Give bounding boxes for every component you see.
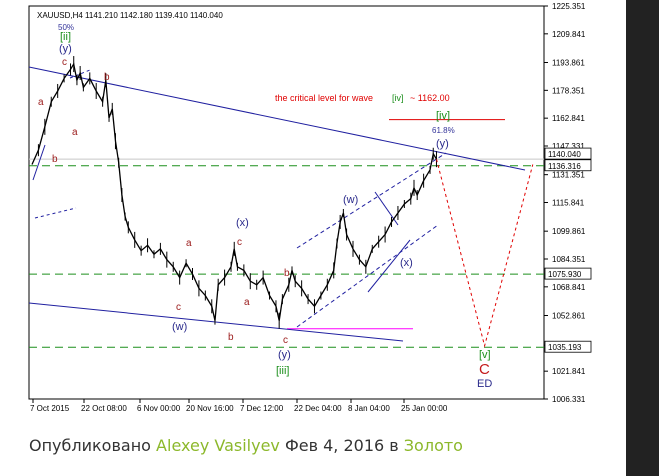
lower-trend-line bbox=[28, 302, 404, 342]
wave-label: a bbox=[38, 97, 44, 108]
y-tick-label: 1209.841 bbox=[552, 30, 586, 39]
y-tick-label: 1006.331 bbox=[552, 395, 586, 404]
x-tick-label: 22 Oct 08:00 bbox=[81, 404, 127, 413]
x-tick-label: 25 Jan 00:00 bbox=[401, 404, 448, 413]
y-tick-label: 1225.351 bbox=[552, 2, 586, 11]
price-box bbox=[544, 340, 592, 353]
wave-label: (y) bbox=[436, 138, 449, 150]
y-tick-label: 1084.351 bbox=[552, 255, 586, 264]
caption-date: Фев 4, 2016 в bbox=[284, 436, 399, 455]
wave-label: C bbox=[479, 361, 490, 378]
wave-label: (x) bbox=[236, 217, 249, 229]
wave-label: a bbox=[244, 297, 250, 308]
price-box-labels: 1136.316 1140.040 1075.930 1035.193 bbox=[544, 147, 592, 353]
wave-label: (y) bbox=[59, 43, 72, 55]
caption-prefix: Опубликовано bbox=[29, 436, 151, 455]
y-tick-label: 1131.351 bbox=[552, 171, 585, 180]
x-tick-label: 6 Nov 00:00 bbox=[137, 404, 181, 413]
price-box bbox=[544, 267, 592, 280]
horizontal-levels bbox=[29, 119, 544, 348]
forecast-path bbox=[436, 159, 534, 348]
post-caption: Опубликовано Alexey Vasilyev Фев 4, 2016… bbox=[29, 436, 463, 455]
price-box bbox=[544, 159, 592, 172]
y-tick-label: 1068.841 bbox=[552, 283, 586, 292]
category-link[interactable]: Золото bbox=[403, 436, 463, 455]
x-tick-label: 7 Oct 2015 bbox=[30, 404, 70, 413]
wave-label: (w) bbox=[172, 321, 187, 333]
wave-label: ED bbox=[477, 378, 492, 390]
wave-label: [ii] bbox=[60, 31, 71, 43]
price-box bbox=[544, 147, 592, 160]
y-tick-label: 1052.861 bbox=[552, 312, 586, 321]
wave-label: c bbox=[62, 57, 67, 68]
wave-label: b bbox=[228, 332, 234, 343]
wave-label: [iv] bbox=[436, 110, 450, 122]
wave-label: ~ 1162.00 bbox=[410, 93, 450, 103]
wave-label: 50% bbox=[58, 23, 74, 32]
left-dashed-line bbox=[34, 207, 77, 219]
channel-upper-line bbox=[296, 152, 447, 249]
wave-label: (y) bbox=[278, 349, 291, 361]
channel-cross-line-1 bbox=[367, 239, 411, 293]
wave-label: (w) bbox=[343, 194, 358, 206]
author-link[interactable]: Alexey Vasilyev bbox=[156, 436, 280, 455]
left-wedge-line bbox=[32, 144, 46, 181]
wave-label: b bbox=[52, 154, 58, 165]
right-sidebar-strip bbox=[626, 0, 659, 476]
chart-title: XAUUSD,H4 1141.210 1142.180 1139.410 114… bbox=[37, 11, 223, 20]
y-tick-label: 1178.351 bbox=[552, 86, 585, 95]
wave-label: b bbox=[104, 72, 110, 83]
x-tick-label: 7 Dec 12:00 bbox=[240, 404, 284, 413]
wave-label: a bbox=[186, 238, 192, 249]
wave-label: [iv] bbox=[392, 93, 404, 103]
wave-label: 61.8% bbox=[432, 126, 455, 135]
forecast-line bbox=[436, 159, 534, 348]
price-series bbox=[31, 56, 438, 329]
trend-lines bbox=[28, 66, 526, 342]
y-axis: 1225.351 1209.841 1193.861 1178.351 1162.841… bbox=[544, 2, 586, 404]
channel-lower-line bbox=[296, 224, 439, 328]
wave-label: c bbox=[283, 335, 288, 346]
wave-label: (x) bbox=[400, 257, 413, 269]
wave-label: [iii] bbox=[276, 365, 289, 377]
y-tick-label: 1162.841 bbox=[552, 114, 585, 123]
y-tick-label: 1115.841 bbox=[552, 199, 585, 208]
x-tick-label: 22 Dec 04:00 bbox=[294, 404, 342, 413]
x-axis: 7 Oct 2015 22 Oct 08:00 6 Nov 00:00 20 Nov … bbox=[30, 399, 448, 413]
price-box-label: 1075.930 bbox=[548, 270, 582, 279]
wave-label: c bbox=[176, 302, 181, 313]
y-tick-label: 1147.331 bbox=[552, 142, 585, 151]
channel-cross-line-2 bbox=[374, 191, 399, 226]
price-chart: XAUUSD,H4 1141.210 1142.180 1139.410 114… bbox=[28, 2, 592, 413]
wave-label: a bbox=[72, 127, 78, 138]
y-tick-label: 1099.861 bbox=[552, 227, 586, 236]
upper-trend-line bbox=[28, 66, 526, 171]
price-line bbox=[31, 62, 438, 321]
wave-label: c bbox=[237, 237, 242, 248]
y-tick-label: 1021.841 bbox=[552, 367, 586, 376]
wave-label: the critical level for wave bbox=[275, 93, 373, 103]
wave-label: b bbox=[284, 268, 290, 279]
x-tick-label: 20 Nov 16:00 bbox=[186, 404, 234, 413]
wave-labels: the critical level for wave [iv] ~ 1162.00… bbox=[38, 23, 492, 390]
price-box-label: 1140.040 bbox=[548, 150, 581, 159]
price-box-label: 1136.316 bbox=[548, 162, 581, 171]
wave-label: [v] bbox=[479, 349, 491, 361]
x-tick-label: 8 Jan 04:00 bbox=[348, 404, 390, 413]
y-tick-label: 1193.861 bbox=[552, 59, 585, 68]
price-box-label: 1035.193 bbox=[548, 343, 582, 352]
